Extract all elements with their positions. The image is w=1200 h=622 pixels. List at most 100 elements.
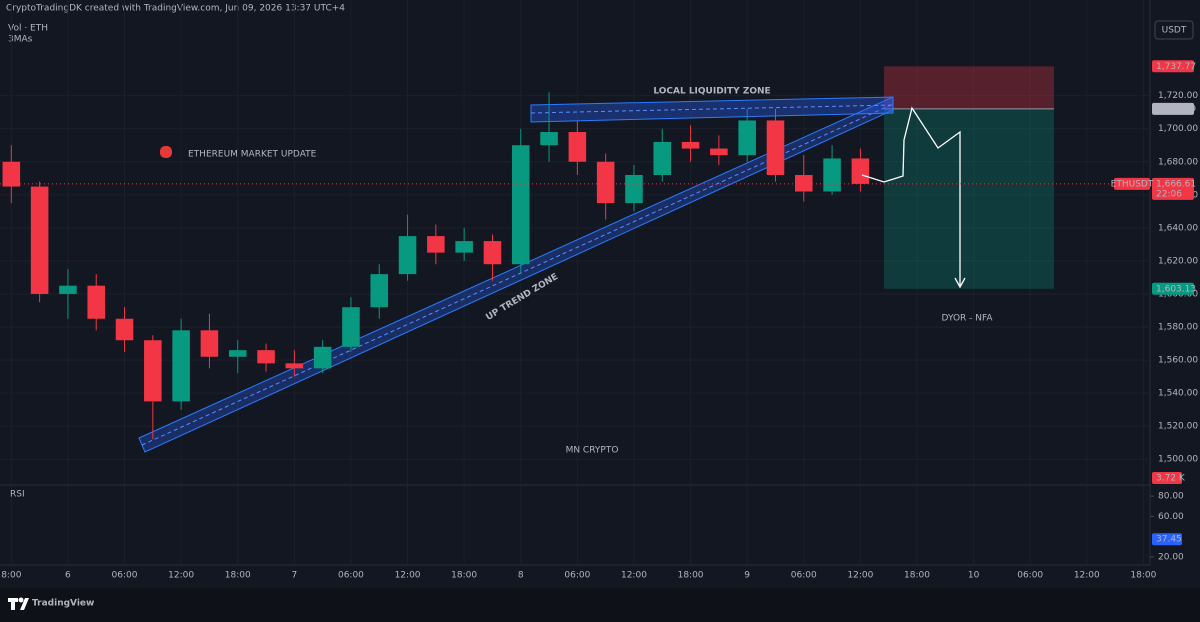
- x-tick-label: 9: [744, 571, 750, 581]
- candle-body: [455, 241, 473, 253]
- x-tick-label: 7: [291, 571, 297, 581]
- candle-body: [653, 141, 672, 175]
- mas-label: 3MAs: [8, 35, 33, 45]
- candle-body: [200, 330, 219, 357]
- x-tick-label: 18:00: [904, 571, 930, 581]
- candle-body: [738, 120, 756, 156]
- x-tick-label: 06:00: [564, 571, 590, 581]
- x-tick-label: 06:00: [112, 571, 138, 581]
- rsi-tick-label: 20.00: [1158, 552, 1184, 562]
- arrow-head: [954, 277, 966, 289]
- currency-box[interactable]: [1154, 20, 1194, 40]
- x-tick-label: 18:00: [1130, 571, 1156, 581]
- candle-body: [625, 174, 643, 204]
- x-tick-label: 8: [518, 571, 524, 581]
- siren-icon: [160, 146, 172, 158]
- x-tick-label: 18:00: [451, 571, 477, 581]
- price-tag-label: 1,737.77: [1156, 62, 1196, 72]
- rsi-tick-label: 60.00: [1158, 512, 1184, 522]
- x-tick-label: 10: [968, 571, 980, 581]
- y-tick-label: 1,580.00: [1158, 323, 1198, 333]
- candle-body: [257, 350, 275, 364]
- currency[interactable]: USDT: [1162, 26, 1187, 36]
- y-tick-label: 1,560.00: [1158, 356, 1198, 366]
- y-tick-label: 1,720.00: [1158, 91, 1198, 101]
- candle-body: [398, 236, 417, 275]
- price-tag: [1152, 102, 1194, 115]
- footer-bar: [0, 588, 1200, 622]
- y-tick-label: 1,540.00: [1158, 389, 1198, 399]
- candle-body: [2, 161, 21, 187]
- candle-body: [681, 141, 700, 149]
- disclaimer: DYOR - NFA: [942, 314, 994, 324]
- candle-body: [228, 350, 247, 357]
- rsi-tick-label: 80.00: [1158, 492, 1184, 502]
- symbol: ETHUSDT: [1111, 179, 1154, 189]
- title: ETHEREUM MARKET UPDATE: [188, 150, 317, 160]
- candle-body: [511, 145, 530, 265]
- target-zone: [884, 108, 1054, 289]
- logo: [8, 597, 29, 610]
- candle-body: [710, 148, 728, 156]
- candle-body: [59, 285, 77, 294]
- brand: TradingView: [32, 599, 94, 609]
- candle-body: [115, 318, 134, 341]
- candle-body: [427, 236, 445, 253]
- liquidity-zone: [530, 96, 894, 123]
- candle-body: [172, 330, 190, 402]
- rsi-tag: [1152, 533, 1182, 546]
- candle-body: [30, 186, 49, 294]
- candle-body: [596, 161, 615, 204]
- candle-body: [851, 158, 870, 184]
- countdown: 22:06: [1156, 189, 1182, 199]
- price-tag-label: 1,603.13: [1156, 284, 1196, 294]
- x-tick-label: 12:00: [1074, 571, 1100, 581]
- x-tick-label: 06:00: [1017, 571, 1043, 581]
- y-tick-label: 1,700.00: [1158, 124, 1198, 134]
- x-tick-label: 12:00: [847, 571, 873, 581]
- y-tick-label: 1,520.00: [1158, 422, 1198, 432]
- x-tick-label: 12:00: [395, 571, 421, 581]
- volume-value: 3.72 K: [1156, 474, 1186, 484]
- y-tick-label: 1,500.00: [1158, 455, 1198, 465]
- candle-body: [795, 174, 813, 192]
- annotation: LOCAL LIQUIDITY ZONE: [653, 87, 770, 97]
- price-tag: [1152, 282, 1194, 295]
- price-tag: [1152, 177, 1194, 200]
- x-tick-label: 12:00: [168, 571, 194, 581]
- zone-mid: [530, 104, 894, 114]
- candle-body: [313, 346, 332, 369]
- y-tick-label: 1,640.00: [1158, 223, 1198, 233]
- x-tick-label: 8:00: [1, 571, 21, 581]
- x-tick-label: 6: [65, 571, 71, 581]
- price-tag-label: 1,666.61: [1156, 179, 1196, 189]
- candle-body: [540, 132, 558, 146]
- candle-body: [370, 274, 389, 308]
- candle-body: [285, 363, 304, 369]
- candle-body: [342, 307, 360, 347]
- projection-path: [861, 106, 961, 285]
- x-tick-label: 06:00: [338, 571, 364, 581]
- x-tick-label: 18:00: [225, 571, 251, 581]
- x-tick-label: 06:00: [791, 571, 817, 581]
- candle-body: [87, 285, 105, 319]
- x-tick-label: 18:00: [678, 571, 704, 581]
- candle-body: [823, 158, 841, 192]
- watermark: MN CRYPTO: [566, 446, 619, 456]
- candle-body: [144, 340, 162, 402]
- y-tick-label: 1,620.00: [1158, 256, 1198, 266]
- candle-body: [568, 132, 587, 162]
- credit: CryptoTradingDK created with TradingView…: [6, 4, 345, 14]
- volume-label: Vol · ETH: [8, 24, 48, 34]
- price-tag-label: 1,711.99: [1156, 104, 1196, 114]
- rsi-value: 37.45: [1156, 535, 1182, 545]
- candle-body: [483, 241, 502, 265]
- x-tick-label: 12:00: [621, 571, 647, 581]
- indicator-title: RSI: [10, 490, 25, 500]
- symbol-tag: [1114, 177, 1150, 190]
- stop-zone: [884, 66, 1054, 109]
- candle-body: [766, 120, 785, 175]
- volume-tag: [1152, 472, 1182, 484]
- y-tick-label: 1,680.00: [1158, 157, 1198, 167]
